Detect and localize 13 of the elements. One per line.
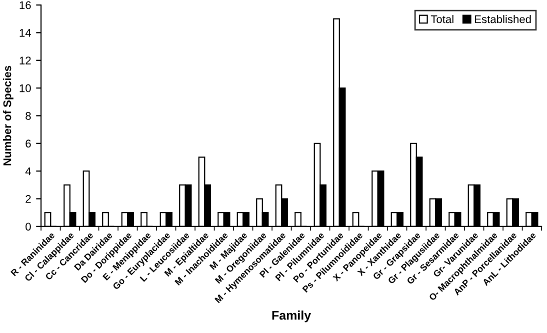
y-tick-label: 14 <box>20 29 31 37</box>
legend-label: Established <box>475 14 531 24</box>
y-tick-label: 8 <box>26 112 31 120</box>
legend-label: Total <box>430 14 454 24</box>
y-tick-label: 16 <box>20 1 31 10</box>
y-tick-label: 0 <box>26 222 31 231</box>
y-tick-label: 12 <box>20 56 31 64</box>
y-tick-label: 6 <box>26 140 31 148</box>
y-tick-label: 2 <box>26 195 31 203</box>
y-tick-label: 10 <box>20 84 31 92</box>
y-tick-label: 4 <box>25 167 31 176</box>
y-axis-title: Number of Species <box>3 66 14 166</box>
x-axis-title: Family <box>272 310 312 322</box>
